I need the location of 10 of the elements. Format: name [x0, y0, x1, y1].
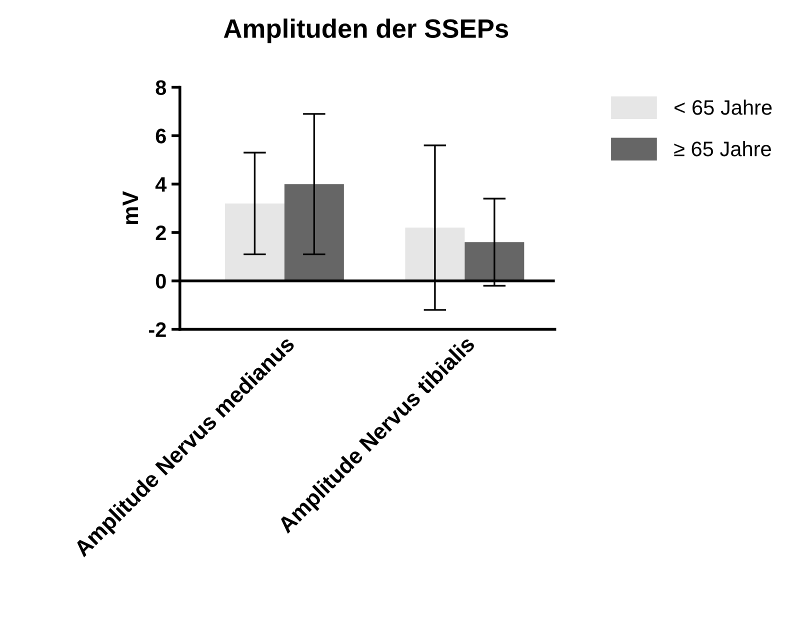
- y-tick-label: 6: [156, 128, 166, 144]
- y-tick-label: 8: [156, 80, 166, 96]
- y-tick-label: 2: [156, 226, 166, 240]
- y-tick-label: 4: [155, 177, 167, 192]
- y-tick-label: -2: [148, 322, 166, 337]
- y-tick-label: 0: [156, 274, 166, 289]
- y-axis-title: mV: [122, 191, 138, 224]
- chart-title: Amplituden der SSEPs: [224, 18, 508, 44]
- legend-label: < 65 Jahre: [674, 100, 772, 115]
- legend-label: ≥ 65 Jahre: [674, 141, 771, 156]
